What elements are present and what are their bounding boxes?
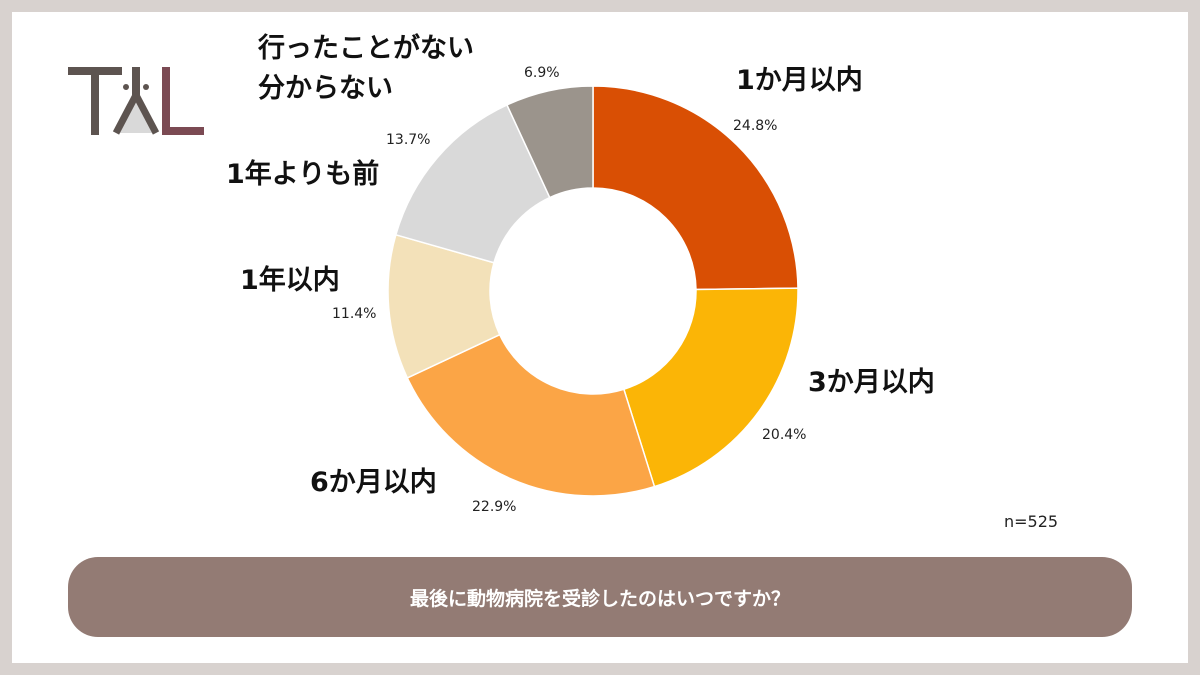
value-label-4: 13.7%	[386, 132, 431, 148]
chart-title: 最後に動物病院を受診したのはいつですか？	[409, 587, 790, 610]
value-label-0: 24.8%	[733, 118, 778, 134]
value-label-2: 22.9%	[472, 499, 517, 515]
category-label-5-line1: 行ったことがない	[258, 33, 474, 64]
value-label-5: 6.9%	[524, 65, 560, 81]
category-label-3: 1年以内	[240, 265, 340, 296]
donut-slice-1	[622, 287, 799, 488]
category-label-5-line2: 分からない	[258, 73, 393, 104]
value-label-3: 11.4%	[332, 306, 377, 322]
category-label-2: 6か月以内	[310, 467, 437, 498]
category-label-4: 1年よりも前	[226, 159, 380, 190]
category-label-1: 3か月以内	[808, 367, 935, 398]
value-label-1: 20.4%	[762, 427, 807, 443]
question-banner: 最後に動物病院を受診したのはいつですか？	[68, 557, 1132, 637]
donut-slice-5	[505, 85, 594, 199]
donut-slice-0	[592, 85, 799, 291]
category-label-0: 1か月以内	[736, 65, 863, 96]
sample-size: n=525	[1004, 512, 1059, 531]
tal-logo	[68, 67, 204, 135]
donut-slice-2	[406, 333, 656, 497]
